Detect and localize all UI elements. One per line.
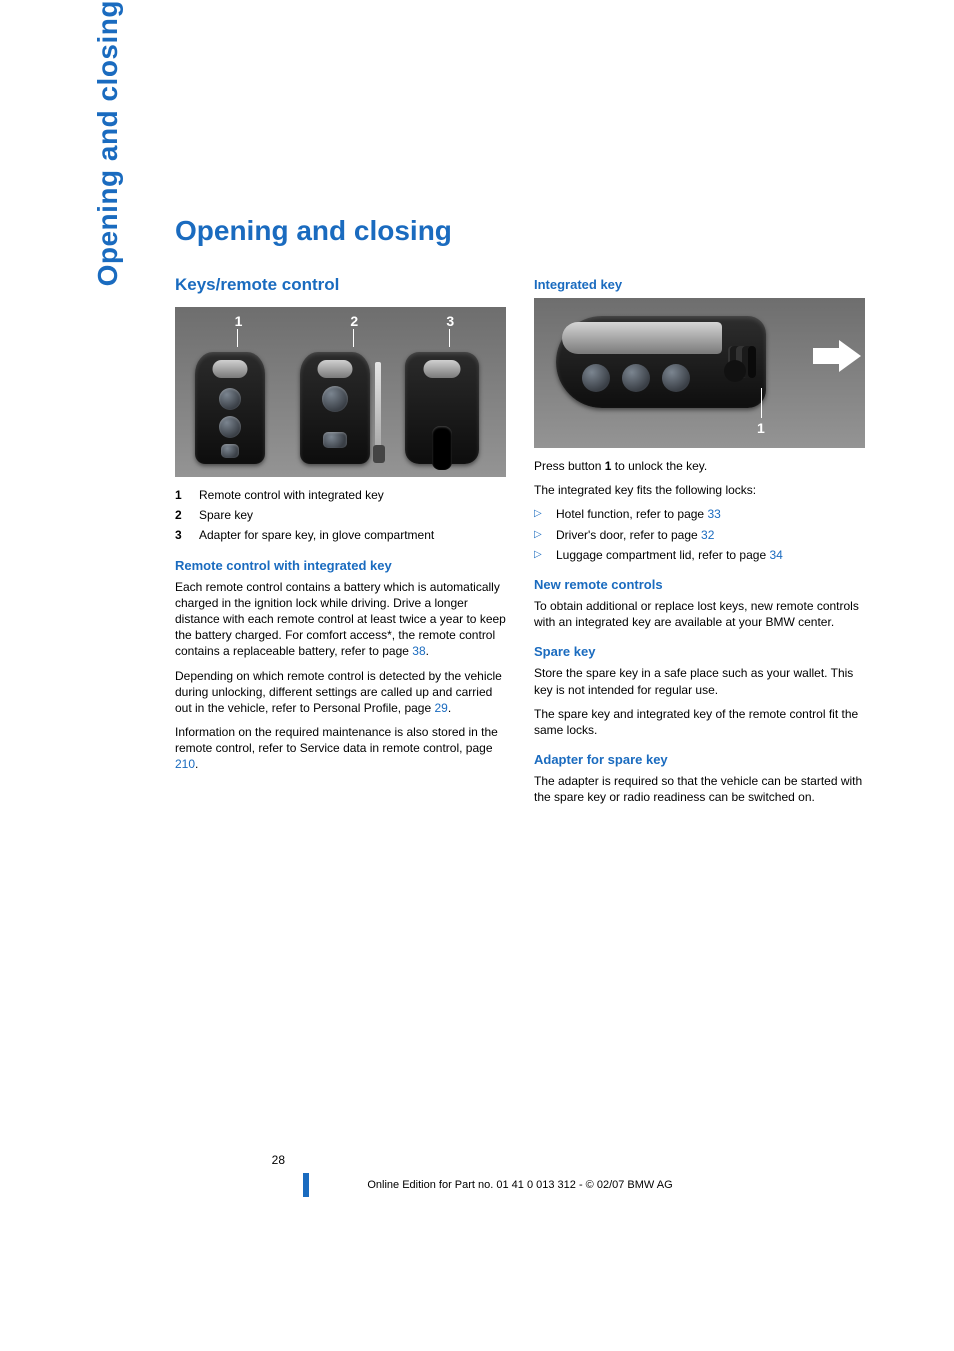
para-locks-intro: The integrated key fits the following lo… <box>534 482 865 498</box>
left-column: Keys/remote control 1 2 3 <box>175 275 506 813</box>
bullet-hotel: Hotel function, refer to page <box>556 507 707 521</box>
figure-keys-overview: 1 2 3 <box>175 307 506 477</box>
page-content: Opening and closing Keys/remote control … <box>175 215 865 813</box>
subhead-spare-key: Spare key <box>534 644 865 659</box>
link-page-34[interactable]: 34 <box>769 548 782 562</box>
para-spare-2: The spare key and integrated key of the … <box>534 706 865 738</box>
para-remote-3: Information on the required maintenance … <box>175 724 506 773</box>
chapter-title: Opening and closing <box>175 215 865 247</box>
bullet-luggage: Luggage compartment lid, refer to page <box>556 548 769 562</box>
para-spare-1: Store the spare key in a safe place such… <box>534 665 865 697</box>
locks-list: Hotel function, refer to page 33 Driver'… <box>534 506 865 563</box>
subhead-remote-integrated: Remote control with integrated key <box>175 558 506 573</box>
right-column: Integrated key 1 Press button <box>534 275 865 813</box>
page-footer: 28 Online Edition for Part no. 01 41 0 0… <box>175 1179 865 1191</box>
footer-text: Online Edition for Part no. 01 41 0 013 … <box>175 1179 865 1191</box>
link-page-210[interactable]: 210 <box>175 757 195 771</box>
bullet-driver-door: Driver's door, refer to page <box>556 528 701 542</box>
para-press-button: Press button 1 to unlock the key. <box>534 458 865 474</box>
link-page-33[interactable]: 33 <box>707 507 720 521</box>
link-page-38[interactable]: 38 <box>412 644 425 658</box>
fig1-label-2: 2 <box>350 313 358 329</box>
fig2-label-1: 1 <box>757 420 765 436</box>
fig1-label-3: 3 <box>446 313 454 329</box>
para-adapter: The adapter is required so that the vehi… <box>534 773 865 805</box>
para-remote-1: Each remote control contains a battery w… <box>175 579 506 660</box>
link-page-29[interactable]: 29 <box>434 701 447 715</box>
subhead-new-remote: New remote controls <box>534 577 865 592</box>
side-tab: Opening and closing <box>0 0 124 501</box>
link-page-32[interactable]: 32 <box>701 528 714 542</box>
legend-text-3: Adapter for spare key, in glove compartm… <box>199 527 434 543</box>
figure-legend: 1 Remote control with integrated key 2 Spa… <box>175 487 506 544</box>
para-new-remote: To obtain additional or replace lost key… <box>534 598 865 630</box>
legend-num-3: 3 <box>175 527 187 543</box>
legend-text-2: Spare key <box>199 507 253 523</box>
legend-num-1: 1 <box>175 487 187 503</box>
section-title-keys: Keys/remote control <box>175 275 506 295</box>
subhead-adapter: Adapter for spare key <box>534 752 865 767</box>
legend-num-2: 2 <box>175 507 187 523</box>
figure-integrated-key: 1 <box>534 298 865 448</box>
subhead-integrated-key: Integrated key <box>534 277 865 292</box>
para-remote-2: Depending on which remote control is det… <box>175 668 506 717</box>
page-number: 28 <box>165 1153 285 1167</box>
legend-text-1: Remote control with integrated key <box>199 487 384 503</box>
fig1-label-1: 1 <box>235 313 243 329</box>
